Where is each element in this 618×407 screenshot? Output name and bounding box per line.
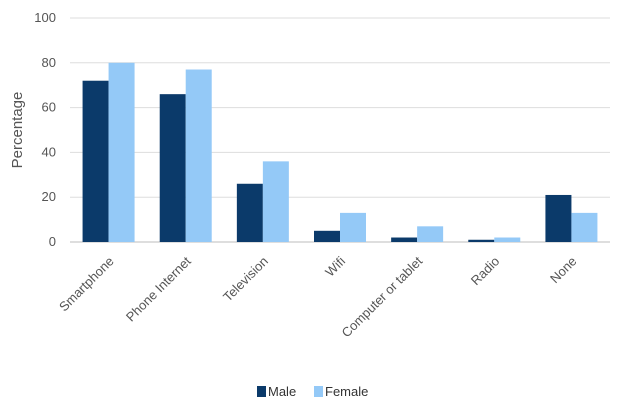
bar-male-smartphone [82,80,109,242]
bar-female-television [262,161,289,242]
bar-male-phone-internet [159,94,186,242]
x-tick-label: Wifi [322,253,348,279]
legend-label-male: Male [268,384,296,399]
bar-male-none [545,194,572,242]
gridlines [70,17,610,243]
bar-male-radio [468,239,495,242]
bar-male-television [236,183,263,242]
x-tick-label: Computer or tablet [339,253,426,340]
y-tick-label: 80 [42,55,56,70]
bars [82,62,598,243]
bar-female-wifi [340,212,366,242]
y-axis-tick-labels: 0 20 40 60 80 100 [34,10,56,249]
legend-swatch-female [314,386,323,397]
legend-label-female: Female [325,384,368,399]
y-axis-title: Percentage [9,92,26,169]
x-tick-label: Television [220,254,271,305]
x-tick-label: Radio [468,254,503,289]
x-tick-label: Phone Internet [123,253,194,324]
y-tick-label: 20 [42,189,56,204]
legend: Male Female [257,384,368,399]
legend-swatch-male [257,386,266,397]
bar-female-phone-internet [185,69,212,243]
bar-female-smartphone [108,62,135,242]
bar-female-radio [494,237,521,242]
x-axis-category-labels: Smartphone Phone Internet Television WifiCo… [56,253,580,340]
bar-male-computer-or-tablet [391,237,418,242]
bar-female-none [571,212,598,242]
y-tick-label: 0 [49,234,56,249]
x-tick-label: Smartphone [56,254,117,315]
bar-male-wifi [314,230,340,242]
y-tick-label: 100 [34,10,56,25]
bar-female-computer-or-tablet [417,226,444,242]
y-tick-label: 40 [42,144,56,159]
y-tick-label: 60 [42,100,56,115]
x-tick-label: None [547,254,580,287]
